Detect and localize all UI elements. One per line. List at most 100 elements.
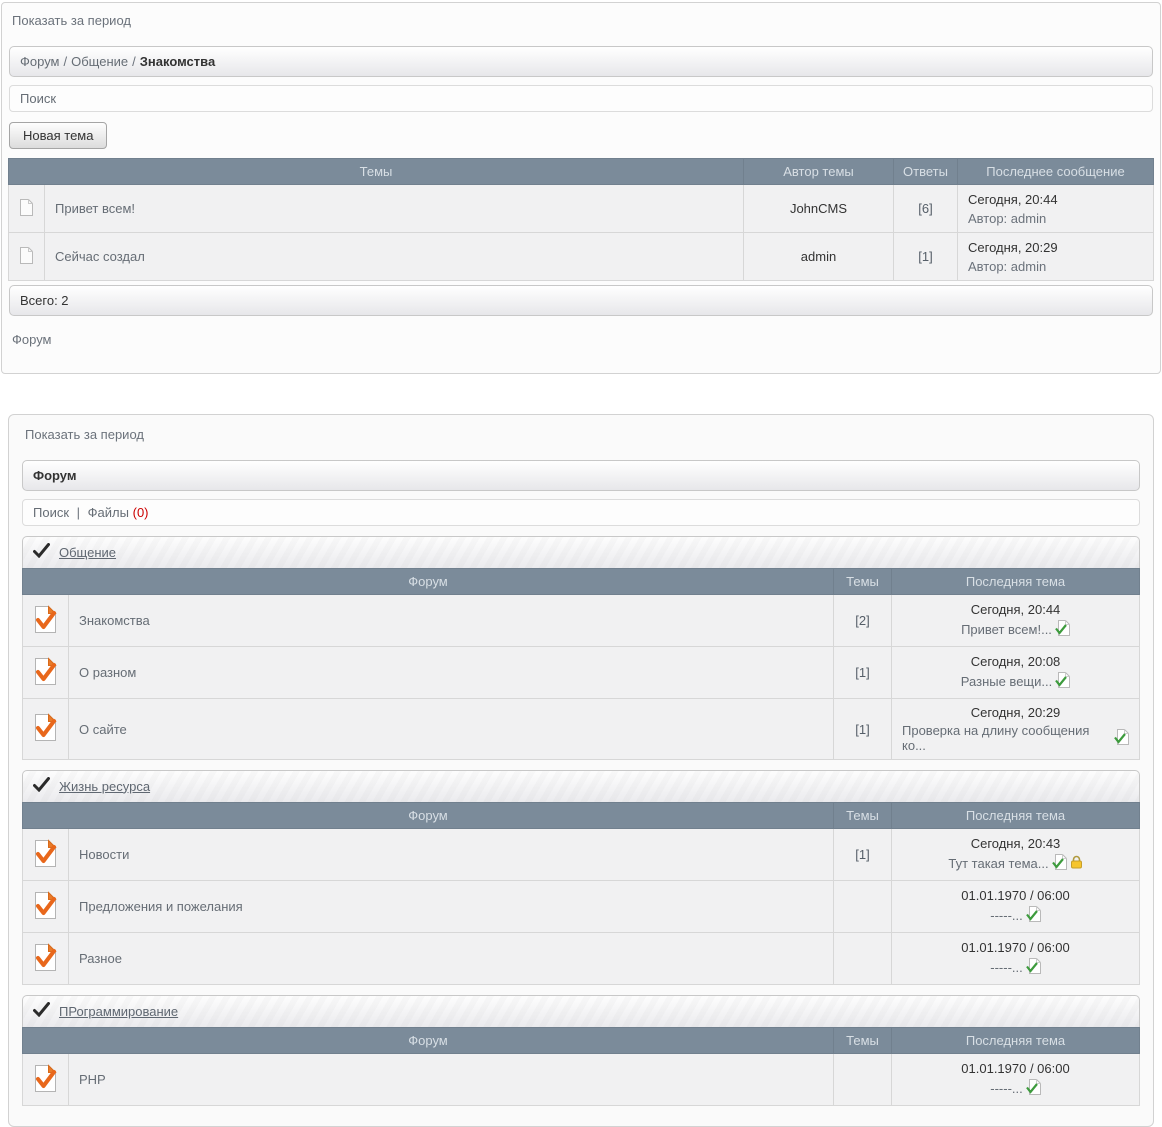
topic-author: JohnCMS [743,184,894,233]
topic-title-link[interactable]: Сейчас создал [55,249,145,264]
page-check-icon[interactable] [1025,1079,1041,1098]
last-topic-link[interactable]: Привет всем!... [961,622,1052,637]
forum-row: Новости [1] Сегодня, 20:43 Тут такая тем… [22,828,1140,881]
forums-table: Форум Темы Последняя тема Новости [1] Се… [22,802,1140,985]
forum-name-link[interactable]: О разном [79,665,137,680]
forums-table: Форум Темы Последняя тема PHP 01.01.1970… [22,1027,1140,1106]
topic-row: Привет всем! JohnCMS [6] Сегодня, 20:44 … [8,184,1154,233]
topic-title-link[interactable]: Привет всем! [55,201,135,216]
section-title-link[interactable]: Жизнь ресурса [59,778,151,794]
forum-row: О сайте [1] Сегодня, 20:29 Проверка на д… [22,698,1140,760]
forum-name-link[interactable]: О сайте [79,721,127,737]
total-bar: Всего: 2 [9,285,1153,316]
search-link[interactable]: Поиск [20,91,57,106]
check-icon [33,543,50,561]
forum-row: PHP 01.01.1970 / 06:00 -----... [22,1053,1140,1106]
column-header-author: Автор темы [743,158,894,185]
breadcrumb-forum-link[interactable]: Форум [20,54,60,69]
topics-table-header: Темы Автор темы Ответы Последнее сообщен… [8,158,1154,185]
page-check-icon[interactable] [1025,958,1041,977]
last-topic-link[interactable]: Разные вещи... [960,674,1053,689]
forum-check-icon [33,890,58,923]
forum-topics-count [833,880,892,933]
page-check-icon[interactable] [1055,620,1070,639]
section-header: ПРограммирование [22,995,1140,1027]
topic-row: Сейчас создал admin [1] Сегодня, 20:29 А… [8,232,1154,281]
column-header-forum: Форум [22,1027,834,1054]
forum-name-link[interactable]: Предложения и пожелания [79,899,243,914]
check-icon [33,1002,50,1020]
forum-topics-count: [1] [833,698,892,760]
page-check-icon[interactable] [1114,728,1129,748]
page-check-icon[interactable] [1025,906,1041,925]
page-icon [19,246,34,268]
forum-name-link[interactable]: Знакомства [79,613,150,628]
files-link[interactable]: Файлы [87,505,129,520]
forums-table-header: Форум Темы Последняя тема [22,802,1140,829]
column-header-topics: Темы [8,158,744,185]
forum-name-link[interactable]: PHP [79,1072,106,1087]
forum-check-icon [33,942,58,975]
links-separator: | [76,505,81,520]
last-message-author: Автор: admin [968,210,1047,226]
breadcrumb: Форум / Общение / Знакомства [9,46,1153,77]
section-title-link[interactable]: ПРограммирование [59,1003,179,1019]
last-topic-date: 01.01.1970 / 06:00 [961,888,1070,903]
forum-row: Предложения и пожелания 01.01.1970 / 06:… [22,880,1140,933]
forum-check-icon [33,713,58,745]
column-header-topics: Темы [833,568,892,595]
forum-row: Знакомства [2] Сегодня, 20:44 Привет все… [22,594,1140,647]
search-files-bar: Поиск | Файлы (0) [22,499,1140,526]
breadcrumb-current: Знакомства [139,54,216,69]
forum-check-icon [33,1063,58,1096]
forum-topics-count [833,1053,892,1106]
breadcrumb-separator: / [63,54,68,69]
forums-table: Форум Темы Последняя тема Знакомства [2]… [22,568,1140,760]
page-check-icon[interactable] [1055,672,1071,691]
column-header-topics: Темы [833,1027,892,1054]
forum-index-panel: Показать за период Форум Поиск | Файлы (… [8,414,1154,1127]
show-period-link[interactable]: Показать за период [12,13,131,28]
forum-topics-count: [1] [833,828,892,881]
last-topic-link[interactable]: Проверка на длину сообщения ко... [902,723,1090,753]
forum-topics-count: [2] [833,594,892,647]
total-count: Всего: 2 [20,293,69,308]
forum-topics-count: [1] [833,646,892,699]
column-header-forum: Форум [22,802,834,829]
forum-check-icon [33,604,58,637]
forum-row: Разное 01.01.1970 / 06:00 -----... [22,932,1140,985]
topics-table: Темы Автор темы Ответы Последнее сообщен… [8,158,1154,281]
breadcrumb-current: Форум [33,468,77,483]
page-check-icon[interactable] [1051,854,1067,873]
last-topic-link[interactable]: -----... [990,908,1023,923]
forum-check-icon [33,838,58,871]
forum-name-link[interactable]: Новости [79,847,130,862]
forum-check-icon [33,656,58,689]
forum-name-link[interactable]: Разное [79,951,122,966]
forum-topics-count [833,932,892,985]
section-title-link[interactable]: Общение [59,544,117,560]
show-period-link[interactable]: Показать за период [25,427,144,442]
section-header: Жизнь ресурса [22,770,1140,802]
last-message-author: Автор: admin [968,258,1047,274]
new-topic-button[interactable]: Новая тема [9,122,108,149]
last-topic-link[interactable]: -----... [990,960,1023,975]
last-topic-date: 01.01.1970 / 06:00 [961,1061,1070,1076]
last-topic-date: Сегодня, 20:08 [970,654,1061,669]
topic-replies-count: [1] [893,232,958,281]
last-message-date: Сегодня, 20:44 [968,191,1058,207]
last-topic-date: Сегодня, 20:43 [970,836,1061,851]
files-count: (0) [132,505,149,520]
forum-footer-link[interactable]: Форум [12,332,52,347]
column-header-last-topic: Последняя тема [891,1027,1140,1054]
search-link[interactable]: Поиск [33,505,70,520]
last-topic-link[interactable]: -----... [990,1081,1023,1096]
last-topic-link[interactable]: Тут такая тема... [948,856,1049,871]
last-topic-date: Сегодня, 20:44 [970,602,1061,617]
topic-replies-count: [6] [893,184,958,233]
section-header: Общение [22,536,1140,568]
column-header-last-message: Последнее сообщение [957,158,1154,185]
topic-author: admin [743,232,894,281]
forum-row: О разном [1] Сегодня, 20:08 Разные вещи.… [22,646,1140,699]
breadcrumb-section-link[interactable]: Общение [71,54,129,69]
